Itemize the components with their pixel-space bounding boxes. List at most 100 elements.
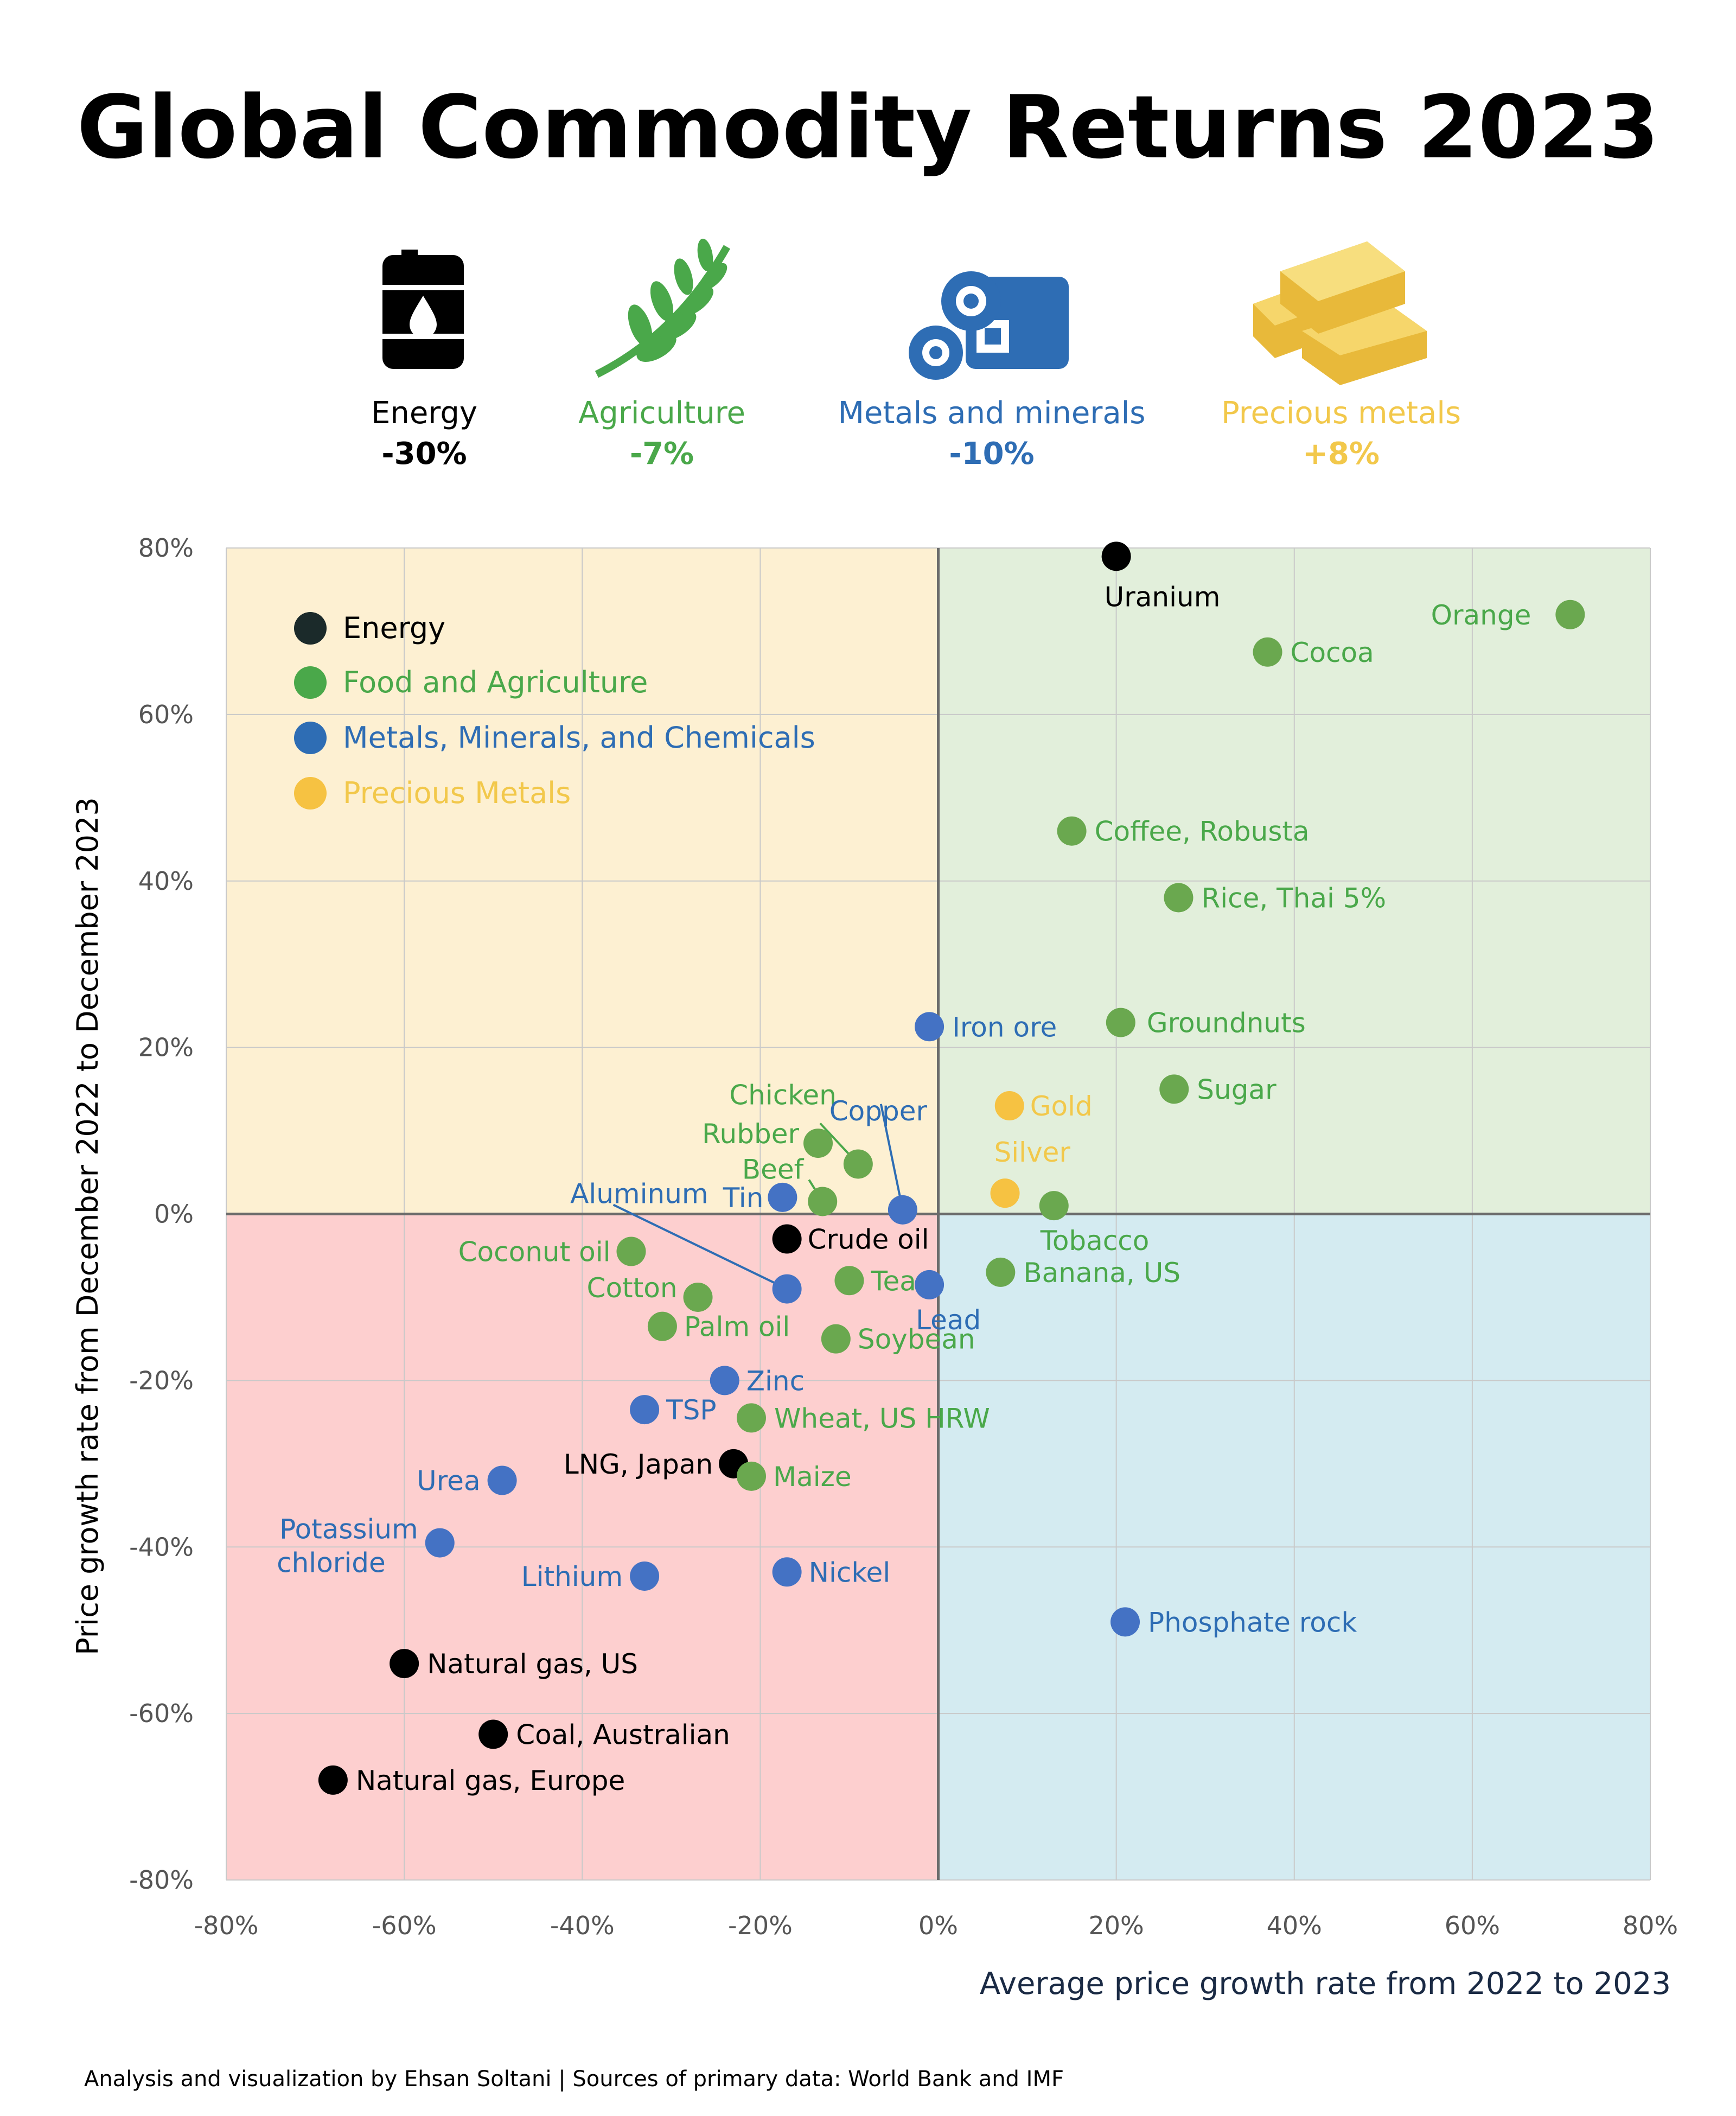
label-wheat-us-hrw: Wheat, US HRW (774, 1403, 990, 1434)
x-tick-label: -40% (550, 1911, 615, 1940)
point-tsp (630, 1395, 660, 1425)
point-palm-oil (647, 1311, 677, 1341)
label-line: Potassium (279, 1514, 418, 1545)
point-uranium (1101, 541, 1131, 571)
legend-label-energy: Energy (343, 611, 445, 645)
point-coconut-oil (616, 1237, 646, 1266)
label-tobacco: Tobacco (1040, 1225, 1150, 1257)
label-rice-thai-5: Rice, Thai 5% (1201, 882, 1386, 914)
point-rubber (803, 1129, 833, 1158)
label-coffee-robusta: Coffee, Robusta (1095, 816, 1310, 847)
category-summary: Energy -30% Agriculture -7% Metals and m… (371, 396, 1461, 471)
label-coal-australian: Coal, Australian (516, 1719, 730, 1750)
y-tick-label: -60% (129, 1699, 194, 1728)
label-phosphate-rock: Phosphate rock (1148, 1607, 1357, 1638)
gold-bars-icon (1253, 241, 1427, 385)
label-groundnuts: Groundnuts (1147, 1008, 1306, 1039)
legend: Energy Food and Agriculture Metals, Mine… (294, 611, 815, 810)
label-line: chloride (277, 1547, 386, 1579)
point-lithium (630, 1561, 660, 1591)
x-tick-labels: -80% -60% -40% -20% 0% 20% 40% 60% 80% (194, 1911, 1678, 1940)
label-sugar: Sugar (1197, 1074, 1277, 1105)
point-tobacco (1039, 1191, 1069, 1221)
y-axis-title: Price growth rate from December 2022 to … (71, 797, 105, 1655)
point-zinc (710, 1366, 739, 1395)
label-copper: Copper (829, 1095, 928, 1127)
x-tick-label: 60% (1445, 1911, 1500, 1940)
summary-agriculture-value: -7% (630, 436, 694, 471)
label-orange: Orange (1431, 600, 1531, 631)
label-rubber: Rubber (702, 1118, 799, 1150)
x-tick-label: 40% (1267, 1911, 1322, 1940)
point-natural-gas-us (390, 1649, 419, 1679)
x-axis-title: Average price growth rate from 2022 to 2… (980, 1966, 1671, 2002)
point-wheat-us-hrw (736, 1403, 766, 1433)
y-tick-label: -80% (129, 1865, 194, 1895)
y-tick-label: 40% (138, 866, 194, 896)
point-soybean (821, 1324, 851, 1354)
point-cotton (683, 1282, 713, 1312)
x-tick-label: -20% (728, 1911, 793, 1940)
label-banana-us: Banana, US (1023, 1257, 1180, 1289)
leader-line-aluminum (612, 1203, 788, 1290)
point-crude-oil (772, 1224, 802, 1254)
summary-agriculture-label: Agriculture (578, 396, 745, 431)
summary-metals-label: Metals and minerals (838, 396, 1146, 431)
y-tick-label: -40% (129, 1532, 194, 1561)
point-rice-thai-5 (1164, 883, 1194, 913)
point-aluminum (772, 1274, 802, 1304)
legend-marker-agriculture (294, 666, 327, 699)
label-zinc: Zinc (746, 1365, 805, 1397)
y-tick-label: 80% (138, 533, 194, 563)
point-orange (1555, 600, 1585, 629)
label-natural-gas-us: Natural gas, US (427, 1648, 638, 1680)
data-points (318, 541, 1585, 1795)
legend-marker-precious (294, 777, 327, 810)
y-tick-label: 60% (138, 700, 194, 729)
label-cotton: Cotton (587, 1272, 678, 1304)
label-soybean: Soybean (858, 1324, 975, 1355)
y-tick-label: 20% (138, 1033, 194, 1062)
label-uranium: Uranium (1105, 581, 1221, 613)
point-urea (487, 1465, 517, 1495)
legend-label-precious: Precious Metals (343, 776, 571, 810)
summary-precious-label: Precious metals (1221, 396, 1461, 431)
metal-pipes-icon (909, 271, 1069, 380)
x-tick-label: 20% (1089, 1911, 1144, 1940)
point-natural-gas-europe (318, 1765, 348, 1795)
label-lng-japan: LNG, Japan (564, 1449, 713, 1480)
label-tsp: TSP (666, 1394, 716, 1426)
point-cocoa (1253, 637, 1282, 667)
label-silver: Silver (994, 1137, 1071, 1168)
label-urea: Urea (417, 1465, 480, 1497)
point-groundnuts (1106, 1008, 1135, 1037)
label-tin: Tin (723, 1182, 764, 1214)
label-nickel: Nickel (809, 1557, 891, 1588)
label-potassium-chloride: Potassium chloride (277, 1514, 418, 1579)
summary-metals-value: -10% (949, 436, 1034, 471)
page-title: Global Commodity Returns 2023 (77, 77, 1660, 178)
point-chicken (843, 1149, 873, 1179)
x-tick-label: 0% (918, 1911, 958, 1940)
label-cocoa: Cocoa (1291, 637, 1374, 668)
point-potassium-chloride (425, 1528, 455, 1558)
zero-axes (226, 548, 1650, 1880)
oil-barrel-icon (382, 250, 464, 369)
point-gold (994, 1091, 1024, 1121)
leader-line-copper (879, 1104, 904, 1210)
point-coal-australian (478, 1719, 508, 1749)
label-gold: Gold (1030, 1091, 1093, 1122)
point-nickel (772, 1557, 802, 1587)
point-iron-ore (915, 1012, 944, 1042)
label-natural-gas-europe: Natural gas, Europe (356, 1765, 625, 1796)
label-palm-oil: Palm oil (684, 1311, 790, 1343)
wheat-icon (595, 238, 731, 378)
y-tick-labels: -80% -60% -40% -20% 0% 20% 40% 60% 80% (129, 533, 194, 1895)
label-tea: Tea (870, 1265, 916, 1297)
label-coconut-oil: Coconut oil (458, 1237, 611, 1268)
legend-marker-energy (294, 612, 327, 645)
legend-label-metals: Metals, Minerals, and Chemicals (343, 721, 815, 755)
data-labels: Uranium Crude oil LNG, Japan Natural gas, U… (277, 581, 1531, 1796)
point-tea (834, 1266, 864, 1296)
